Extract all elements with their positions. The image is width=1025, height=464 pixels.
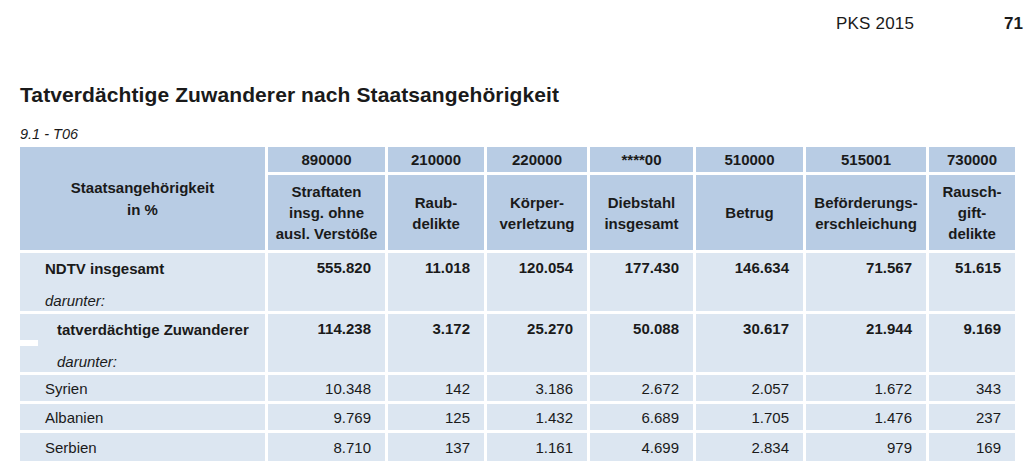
value-cell: 4.699: [590, 433, 693, 461]
column-header-cell: Körper- verletzung: [487, 175, 587, 250]
value-cell: 21.944: [806, 314, 926, 372]
row-header-cell: Syrien: [20, 375, 265, 401]
column-code-cell: 510000: [696, 147, 803, 172]
table-reference: 9.1 - T06: [20, 126, 78, 142]
value-cell: 137: [388, 433, 484, 461]
row-sublabel: darunter:: [20, 291, 265, 310]
row-header-cell: Serbien: [20, 433, 265, 461]
row-label: Syrien: [20, 379, 265, 398]
page-title: Tatverdächtige Zuwanderer nach Staatsang…: [20, 83, 559, 107]
row-label: NDTV insgesamt: [20, 253, 265, 278]
row-label: Albanien: [20, 408, 265, 427]
row-label: Serbien: [20, 438, 265, 457]
value-cell: 125: [388, 404, 484, 430]
value-cell: 9.769: [268, 404, 385, 430]
value-cell: 146.634: [696, 253, 803, 311]
column-code-cell: 730000: [929, 147, 1015, 172]
value-cell: 8.710: [268, 433, 385, 461]
value-cell: 2.834: [696, 433, 803, 461]
value-cell: 50.088: [590, 314, 693, 372]
value-cell: 177.430: [590, 253, 693, 311]
value-cell: 3.186: [487, 375, 587, 401]
row-header-cell: tatverdächtige Zuwanderer darunter:: [20, 314, 265, 372]
value-cell: 30.617: [696, 314, 803, 372]
column-header-cell: Betrug: [696, 175, 803, 250]
value-cell: 114.238: [268, 314, 385, 372]
document-page: PKS 2015 71 Tatverdächtige Zuwanderer na…: [0, 0, 1025, 464]
value-cell: 169: [929, 433, 1015, 461]
column-header-cell: Straftaten insg. ohne ausl. Verstöße: [268, 175, 385, 250]
value-cell: 3.172: [388, 314, 484, 372]
value-cell: 25.270: [487, 314, 587, 372]
value-cell: 1.672: [806, 375, 926, 401]
column-code-cell: 515001: [806, 147, 926, 172]
value-cell: 237: [929, 404, 1015, 430]
value-cell: 142: [388, 375, 484, 401]
value-cell: 979: [806, 433, 926, 461]
value-cell: 1.476: [806, 404, 926, 430]
column-code-cell: ****00: [590, 147, 693, 172]
row-sublabel: darunter:: [20, 352, 265, 371]
column-code-cell: 220000: [487, 147, 587, 172]
column-header-cell: Diebstahl insgesamt: [590, 175, 693, 250]
value-cell: 555.820: [268, 253, 385, 311]
statistics-table: Staatsangehörigkeit in % 890000 210000 2…: [17, 144, 1018, 464]
column-header-cell: Beförderungs- erschleichung: [806, 175, 926, 250]
value-cell: 9.169: [929, 314, 1015, 372]
table-row-immigrant-suspects: tatverdächtige Zuwanderer darunter: 114.…: [20, 314, 1015, 372]
table-row-albania: Albanien 9.769 125 1.432 6.689 1.705 1.4…: [20, 404, 1015, 430]
value-cell: 51.615: [929, 253, 1015, 311]
column-code-cell: 890000: [268, 147, 385, 172]
page-number: 71: [1004, 14, 1023, 34]
column-code-cell: 210000: [388, 147, 484, 172]
value-cell: 1.161: [487, 433, 587, 461]
table-row-syria: Syrien 10.348 142 3.186 2.672 2.057 1.67…: [20, 375, 1015, 401]
value-cell: 6.689: [590, 404, 693, 430]
table-row-serbia: Serbien 8.710 137 1.161 4.699 2.834 979 …: [20, 433, 1015, 461]
value-cell: 11.018: [388, 253, 484, 311]
value-cell: 1.705: [696, 404, 803, 430]
row-label: tatverdächtige Zuwanderer: [20, 314, 265, 339]
value-cell: 10.348: [268, 375, 385, 401]
table-row-ndtv-total: NDTV insgesamt darunter: 555.820 11.018 …: [20, 253, 1015, 311]
value-cell: 2.057: [696, 375, 803, 401]
value-cell: 2.672: [590, 375, 693, 401]
cell-border-artifact: [17, 340, 38, 346]
column-header-cell: Raub- delikte: [388, 175, 484, 250]
column-header-cell: Rausch- gift- delikte: [929, 175, 1015, 250]
value-cell: 343: [929, 375, 1015, 401]
table-row-codes: Staatsangehörigkeit in % 890000 210000 2…: [20, 147, 1015, 172]
value-cell: 71.567: [806, 253, 926, 311]
corner-header-cell: Staatsangehörigkeit in %: [20, 147, 265, 250]
running-header-label: PKS 2015: [836, 14, 914, 34]
row-header-cell: Albanien: [20, 404, 265, 430]
row-header-cell: NDTV insgesamt darunter:: [20, 253, 265, 311]
value-cell: 120.054: [487, 253, 587, 311]
value-cell: 1.432: [487, 404, 587, 430]
